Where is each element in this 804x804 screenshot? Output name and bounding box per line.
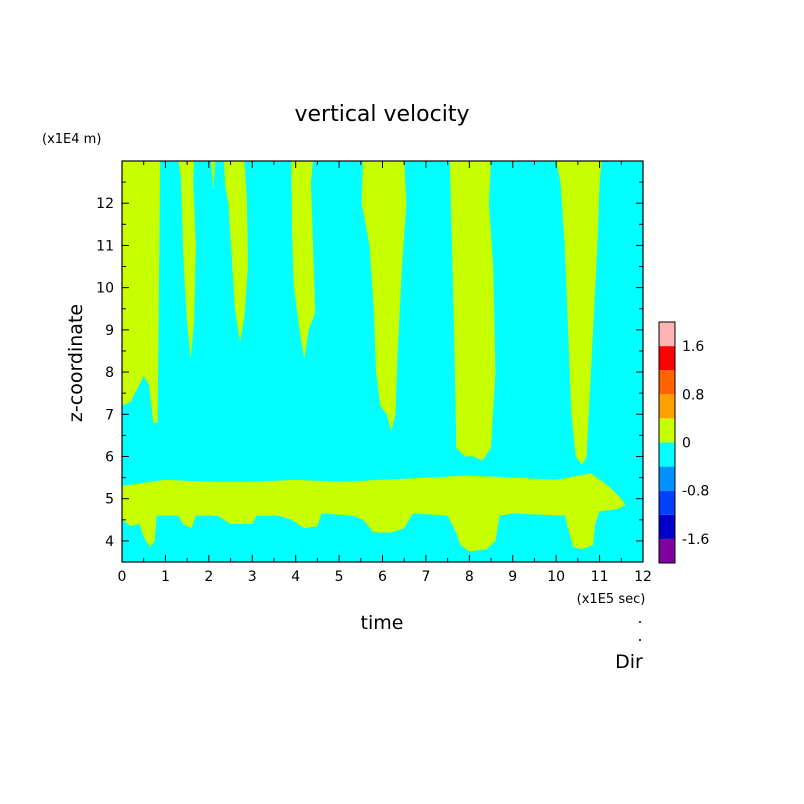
x-axis-label: time <box>361 612 404 634</box>
colorbar-swatch <box>659 490 675 515</box>
x-tick-label: 3 <box>248 569 257 585</box>
y-scale-label: (x1E4 m) <box>42 132 101 147</box>
x-tick-label: 6 <box>378 569 387 585</box>
positive-region <box>449 161 496 461</box>
y-tick-label: 10 <box>96 281 114 297</box>
colorbar-tick-label: 0.8 <box>682 387 704 403</box>
positive-region <box>361 161 407 432</box>
x-tick-label: 2 <box>204 569 213 585</box>
positive-region <box>211 161 216 191</box>
x-axis-ticks: 0 1 2 3 4 5 6 7 8 9 10 11 12 <box>118 161 652 585</box>
colorbar-tick-label: 0 <box>682 436 691 452</box>
y-tick-label: 9 <box>105 323 114 339</box>
y-axis-label: z-coordinate <box>65 304 87 422</box>
colorbar: 1.6 0.8 0 -0.8 -1.6 <box>658 321 709 564</box>
positive-region <box>122 473 626 552</box>
colorbar-swatch <box>659 370 675 395</box>
x-tick-label: 7 <box>421 569 430 585</box>
y-tick-label: 12 <box>96 196 114 212</box>
y-tick-label: 7 <box>105 407 114 423</box>
x-tick-label: 0 <box>118 569 127 585</box>
x-tick-label: 10 <box>547 569 565 585</box>
positive-region <box>291 161 316 360</box>
colorbar-swatch <box>659 394 675 419</box>
positive-region <box>556 161 602 465</box>
positive-region <box>224 161 248 343</box>
colorbar-swatch <box>659 514 675 539</box>
colorbar-tick-label: -0.8 <box>682 484 709 500</box>
colorbar-swatch <box>659 466 675 491</box>
corner-label: Dir <box>615 651 643 673</box>
positive-region <box>178 161 196 360</box>
x-tick-label: 12 <box>634 569 652 585</box>
colorbar-swatch <box>659 322 675 347</box>
y-tick-label: 8 <box>105 365 114 381</box>
colorbar-tick-label: 1.6 <box>682 339 704 355</box>
colorbar-swatch <box>659 346 675 371</box>
x-tick-label: 5 <box>335 569 344 585</box>
x-tick-label: 8 <box>465 569 474 585</box>
marker-dot <box>639 621 641 623</box>
x-tick-label: 9 <box>508 569 517 585</box>
colorbar-frame <box>658 321 676 564</box>
marker-dot <box>639 639 641 641</box>
y-tick-label: 6 <box>105 449 114 465</box>
x-tick-label: 1 <box>161 569 170 585</box>
x-scale-label: (x1E5 sec) <box>577 592 646 607</box>
colorbar-swatch <box>659 538 675 563</box>
x-tick-label: 11 <box>591 569 609 585</box>
colorbar-tick-label: -1.6 <box>682 532 709 548</box>
x-tick-label: 4 <box>291 569 300 585</box>
y-tick-label: 5 <box>105 492 114 508</box>
y-tick-label: 11 <box>96 238 114 254</box>
colorbar-swatch <box>659 442 675 467</box>
colorbar-swatch <box>659 418 675 443</box>
chart-title: vertical velocity <box>294 102 469 127</box>
y-tick-label: 4 <box>105 534 114 550</box>
positive-region <box>122 161 161 423</box>
y-axis-ticks: 4 5 6 7 8 9 10 11 12 <box>96 181 643 563</box>
positive-velocity-regions <box>122 161 626 552</box>
